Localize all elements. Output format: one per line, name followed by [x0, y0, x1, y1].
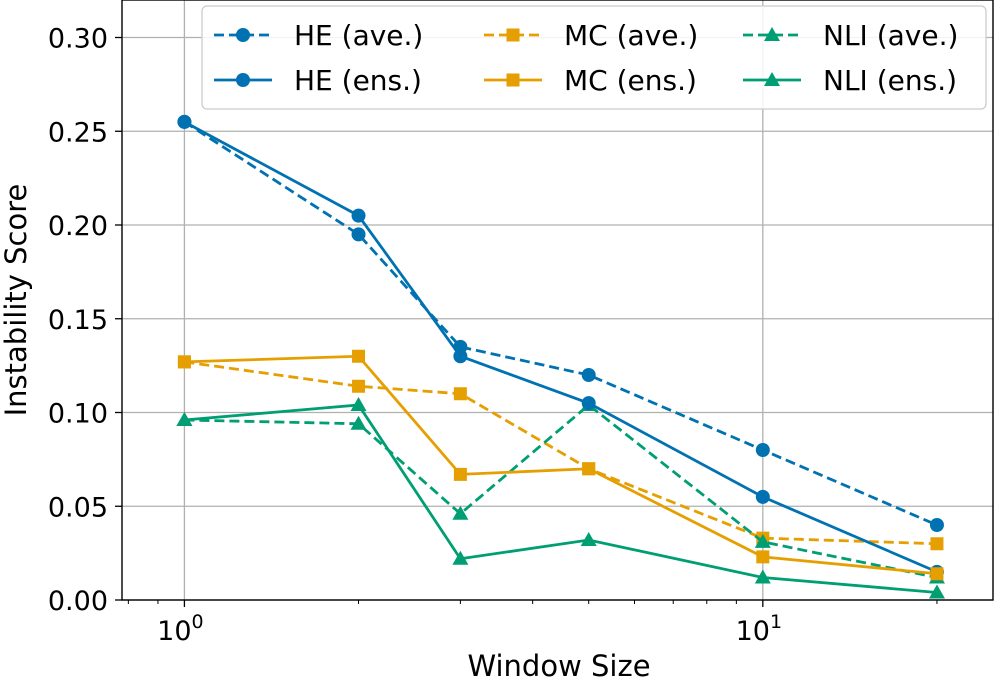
data-point	[453, 467, 467, 481]
legend-entry: NLI (ave.)	[743, 19, 958, 52]
legend-marker	[764, 27, 780, 41]
y-tick-label: 0.00	[48, 586, 108, 617]
data-point	[755, 443, 770, 457]
data-point	[930, 537, 944, 551]
data-point	[928, 584, 945, 599]
series-line	[183, 120, 938, 527]
data-point	[756, 550, 770, 564]
series-line	[184, 360, 937, 546]
legend-entry: HE (ens.)	[214, 64, 422, 97]
data-point	[352, 349, 366, 363]
legend-label: NLI (ens.)	[823, 64, 957, 97]
y-tick-label: 0.30	[48, 24, 108, 55]
legend: HE (ave.) MC (ave.) NLI (ave.) HE (ens.) MC …	[201, 5, 987, 110]
series-line	[184, 403, 938, 594]
data-point	[176, 412, 193, 426]
data-point	[350, 415, 367, 430]
data-point	[177, 114, 192, 129]
legend-entry: HE (ave.)	[214, 19, 423, 52]
y-axis-label: Instability Score	[0, 184, 33, 417]
y-tick-label: 0.10	[48, 399, 108, 430]
legend-marker	[236, 73, 250, 87]
legend-entry: MC (ave.)	[484, 19, 698, 52]
series-line	[183, 120, 938, 574]
y-tick-label: 0.05	[48, 492, 108, 523]
legend-label: NLI (ave.)	[823, 19, 958, 52]
data-point	[352, 379, 366, 393]
legend-box	[201, 5, 987, 110]
legend-marker	[506, 73, 520, 87]
series-mc-ave	[177, 355, 944, 551]
legend-marker	[236, 28, 250, 42]
series-nli-ave	[176, 397, 945, 584]
y-tick-label: 0.25	[48, 117, 108, 148]
y-tick-label: 0.20	[48, 211, 108, 242]
series-line	[184, 354, 938, 576]
legend-label: HE (ave.)	[294, 19, 423, 52]
tick-labels: 0.00 0.05 0.10 0.15 0.20 0.25 0.30 100 101	[48, 24, 782, 648]
data-point	[582, 462, 596, 476]
data-point	[754, 533, 771, 548]
data-point	[581, 368, 596, 382]
data-point	[581, 396, 596, 411]
data-point	[452, 550, 469, 565]
data-point	[351, 227, 366, 242]
series-he-ens	[177, 114, 944, 579]
data-point	[929, 518, 944, 532]
data-point	[453, 349, 468, 364]
data-point	[754, 569, 771, 584]
legend-marker	[506, 28, 520, 42]
series-mc-ens	[177, 349, 944, 581]
series-lines	[176, 114, 945, 599]
data-point	[350, 397, 367, 411]
data-point	[755, 489, 770, 504]
data-point	[351, 208, 366, 223]
legend-entry: NLI (ens.)	[743, 64, 957, 97]
plot-frame	[121, 0, 994, 601]
x-axis-label: Window Size	[467, 649, 650, 683]
legend-label: MC (ens.)	[564, 64, 697, 97]
data-point	[453, 387, 467, 401]
legend-label: HE (ens.)	[294, 64, 422, 97]
x-tick-label: 101	[736, 611, 782, 647]
axes	[115, 0, 994, 607]
data-point	[452, 505, 469, 520]
y-tick-label: 0.15	[48, 305, 108, 336]
data-point	[930, 567, 944, 581]
series-line	[184, 403, 938, 579]
data-point	[580, 532, 597, 546]
legend-label: MC (ave.)	[564, 19, 698, 52]
series-nli-ens	[176, 397, 945, 599]
data-point	[177, 355, 191, 369]
legend-entry: MC (ens.)	[484, 64, 697, 97]
x-tick-label: 100	[157, 611, 203, 647]
legend-marker	[764, 72, 780, 86]
